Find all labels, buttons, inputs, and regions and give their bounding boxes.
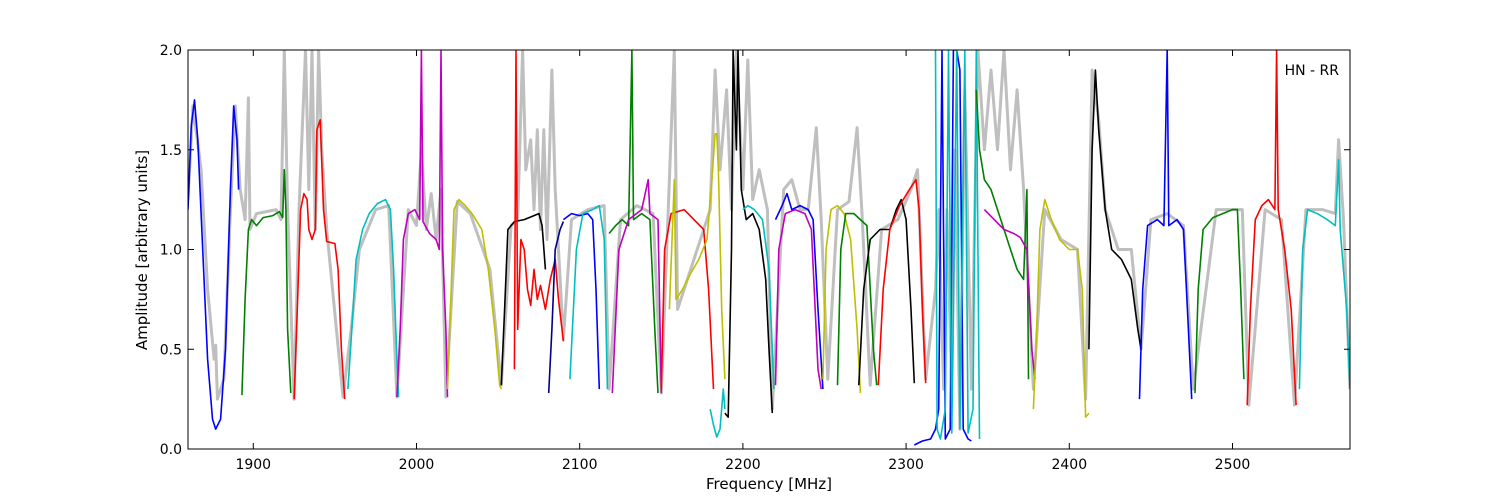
series-line [446, 198, 503, 390]
series-line [742, 204, 775, 390]
series-line [668, 133, 726, 380]
series-line [1298, 158, 1350, 390]
series-line [774, 208, 822, 390]
series-line [1246, 50, 1297, 406]
y-tick-label: 0.5 [160, 342, 182, 358]
y-tick-label: 2.0 [160, 43, 182, 59]
x-tick-label: 2000 [399, 457, 435, 473]
x-axis-label: Frequency [MHz] [706, 475, 832, 493]
series-line [660, 208, 715, 390]
series-line [500, 212, 547, 386]
series-line [188, 99, 240, 430]
series-line [293, 119, 346, 400]
series-line [836, 212, 878, 386]
series-line [1138, 50, 1193, 400]
series-line [934, 50, 981, 440]
series-line [1032, 198, 1090, 418]
x-tick-label: 2200 [725, 457, 761, 473]
y-tick-label: 0.0 [160, 442, 182, 458]
x-tick-label: 2500 [1215, 457, 1251, 473]
series-line [347, 198, 400, 398]
series-line [709, 388, 726, 438]
series-line [822, 204, 862, 394]
series-line [513, 50, 565, 370]
axis-ticks: 1900 2000 2100 2200 2300 2400 2500 0.0 0.5 1.0 1.5… [160, 43, 1350, 473]
x-tick-label: 2300 [888, 457, 924, 473]
y-tick-label: 1.5 [160, 143, 182, 159]
series-line [611, 178, 663, 394]
series-line [724, 50, 774, 418]
series-line [396, 50, 449, 398]
y-axis-label: Amplitude [arbitrary units] [133, 150, 151, 350]
series-line [913, 50, 972, 446]
series-line [1194, 208, 1245, 394]
series-line [569, 204, 609, 390]
x-tick-label: 2400 [1051, 457, 1087, 473]
y-tick-label: 1.0 [160, 243, 182, 259]
series-line [608, 50, 659, 394]
series-line [983, 209, 1036, 380]
series-line [562, 212, 601, 390]
series-line [1088, 69, 1142, 350]
series-line [241, 168, 292, 396]
background-trace [188, 50, 1350, 431]
series-line [877, 178, 927, 386]
plot-area [188, 50, 1350, 446]
x-tick-label: 2100 [562, 457, 598, 473]
x-tick-label: 1900 [235, 457, 271, 473]
series-line [547, 221, 565, 394]
series-line [774, 192, 824, 390]
chart-annotation: HN - RR [1285, 63, 1340, 79]
